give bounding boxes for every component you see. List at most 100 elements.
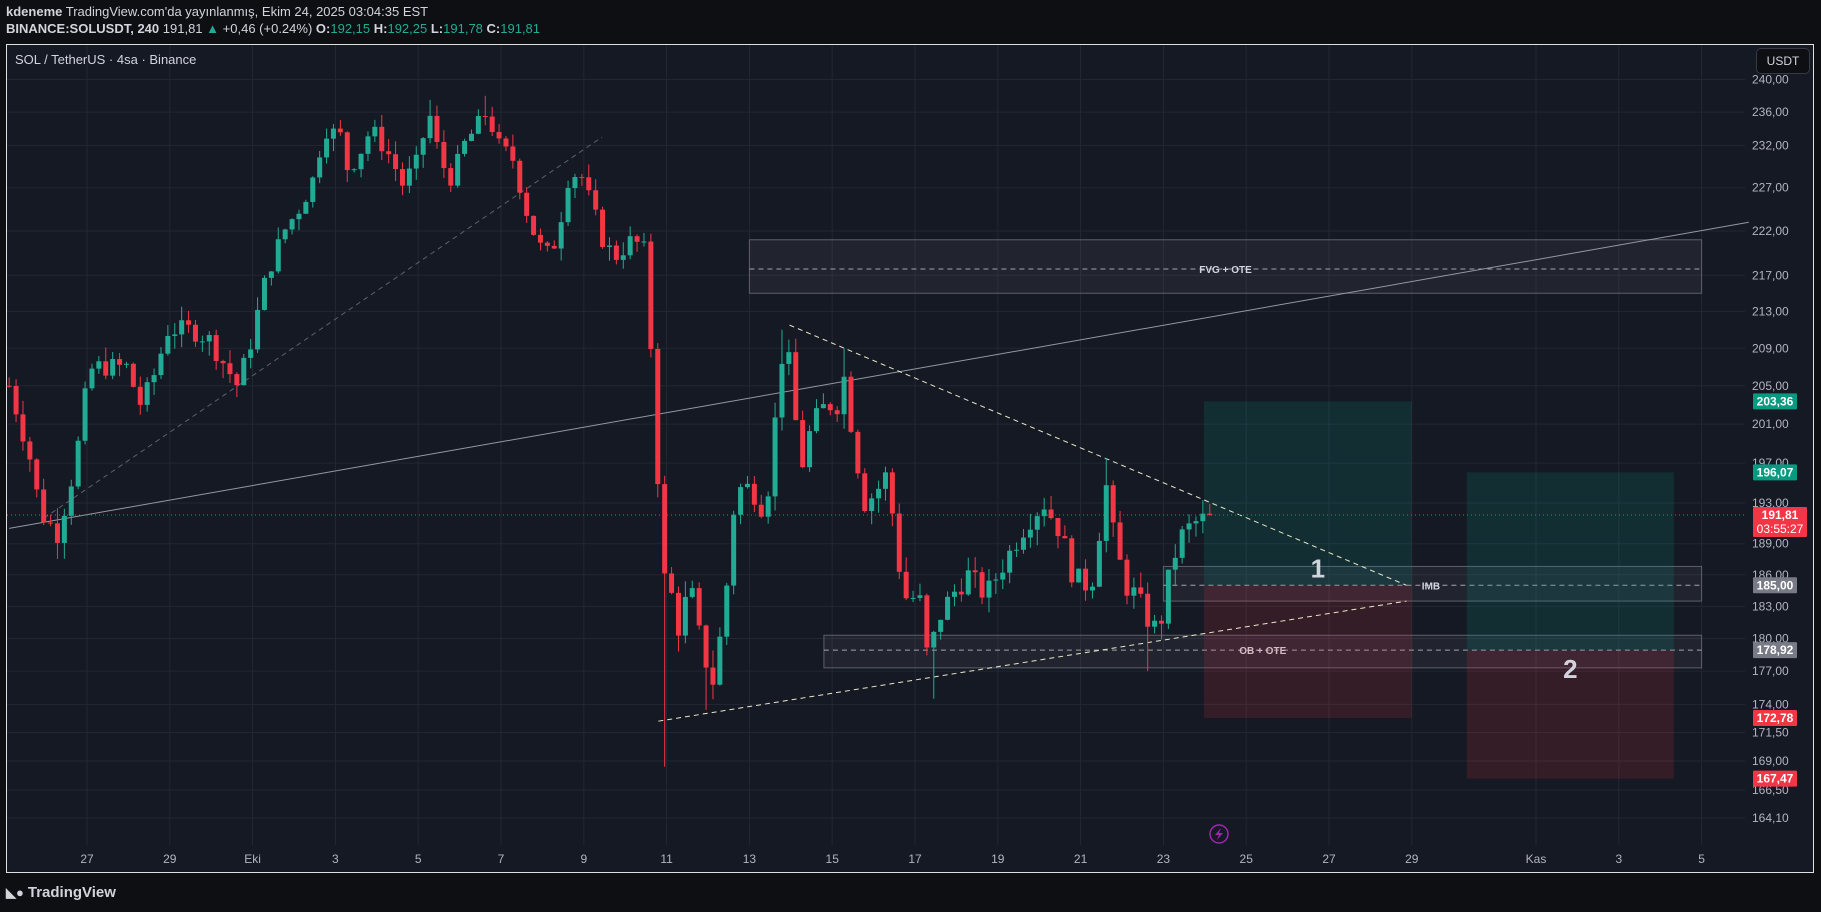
zone-box [823,634,1703,669]
candle-body [248,349,254,358]
candle [1207,504,1213,516]
candle [241,353,247,386]
candle [896,503,902,580]
candle [503,136,509,152]
last-price-label-bg [1753,507,1807,538]
candle [1103,458,1109,553]
candle-body [137,386,143,405]
candle-body [468,133,474,141]
countdown-label: 03:55:27 [1757,522,1804,536]
candle-body [324,138,330,158]
candle [807,425,813,472]
symbol: BINANCE:SOLUSDT, 240 [6,21,160,36]
candle-body [420,138,426,155]
candle [434,105,440,149]
candle [1131,577,1137,609]
candle [399,162,405,196]
candle-body [600,209,606,247]
candle [848,371,854,434]
candle-body [1103,485,1109,541]
candle [220,359,226,379]
x-tick-label: 27 [1322,852,1336,866]
candle [958,578,964,602]
candle [192,319,198,347]
candle-body [634,236,640,242]
x-tick-label: 19 [991,852,1005,866]
candle-body [413,154,419,169]
candle [303,199,309,214]
candle-body [282,229,288,240]
candle-body [489,116,495,133]
candle-body [510,146,516,161]
candle [813,399,819,434]
price-label-bg [1753,642,1797,659]
high-label: H: [373,21,388,36]
candle-body [1096,540,1102,587]
gray-dashed-support [43,136,603,519]
x-tick-label: 29 [1405,852,1419,866]
candle-body [255,309,261,350]
currency-button[interactable]: USDT [1756,48,1810,74]
candle-body [1138,587,1144,594]
candle [779,329,785,431]
candle-body [841,376,847,415]
candle [27,437,33,472]
candle [96,356,102,374]
candle-body [1034,516,1040,530]
candle [448,163,454,192]
price-label: 185,00 [1757,578,1794,592]
candle-body [455,153,461,186]
price-label-bg [1753,710,1797,727]
low-value: 191,78 [443,21,483,36]
candle [724,582,730,646]
candle-body [213,335,219,362]
candle [1172,544,1178,587]
candle [1014,542,1020,558]
candle [517,158,523,200]
author[interactable]: kdeneme [6,4,63,19]
candle [144,377,150,412]
candle-body [696,588,702,626]
candle-body [206,335,212,342]
y-tick-label: 180,00 [1752,631,1789,645]
y-tick-label: 236,00 [1752,105,1789,119]
y-tick-label: 209,00 [1752,341,1789,355]
candle [1110,480,1116,537]
candle [296,209,302,231]
ohlc-line: BINANCE:SOLUSDT, 240 191,81 ▲ +0,46 (+0.… [6,21,540,36]
candle [648,233,654,358]
candle [255,297,261,353]
zone-box [748,239,1703,294]
candle [206,331,212,356]
candle [1027,513,1033,548]
candle [758,494,764,519]
y-tick-label: 232,00 [1752,138,1789,152]
candle-body [669,573,675,593]
candle [213,329,219,370]
price-label-bg [1753,393,1797,410]
candle-body [765,496,771,517]
candle-body [1020,537,1026,550]
candle-body [807,431,813,468]
candle-body [448,168,454,186]
candle-body [627,236,633,256]
candle-body [1179,529,1185,558]
candle [468,129,474,142]
candle [593,179,599,216]
candle-body [586,177,592,191]
candle [1117,511,1123,560]
x-tick-label: 3 [1615,852,1622,866]
candle [765,491,771,524]
candle-body [96,361,102,369]
candle-body [1193,521,1199,524]
candle [1186,514,1192,543]
tv-logo-icon: ◣● [6,884,24,900]
candle [1000,559,1006,590]
last-price: 191,81 [162,21,203,36]
candle-body [372,126,378,137]
candle-body [475,116,481,134]
candle [406,156,412,194]
candle-body [820,404,826,409]
candle [689,580,695,599]
